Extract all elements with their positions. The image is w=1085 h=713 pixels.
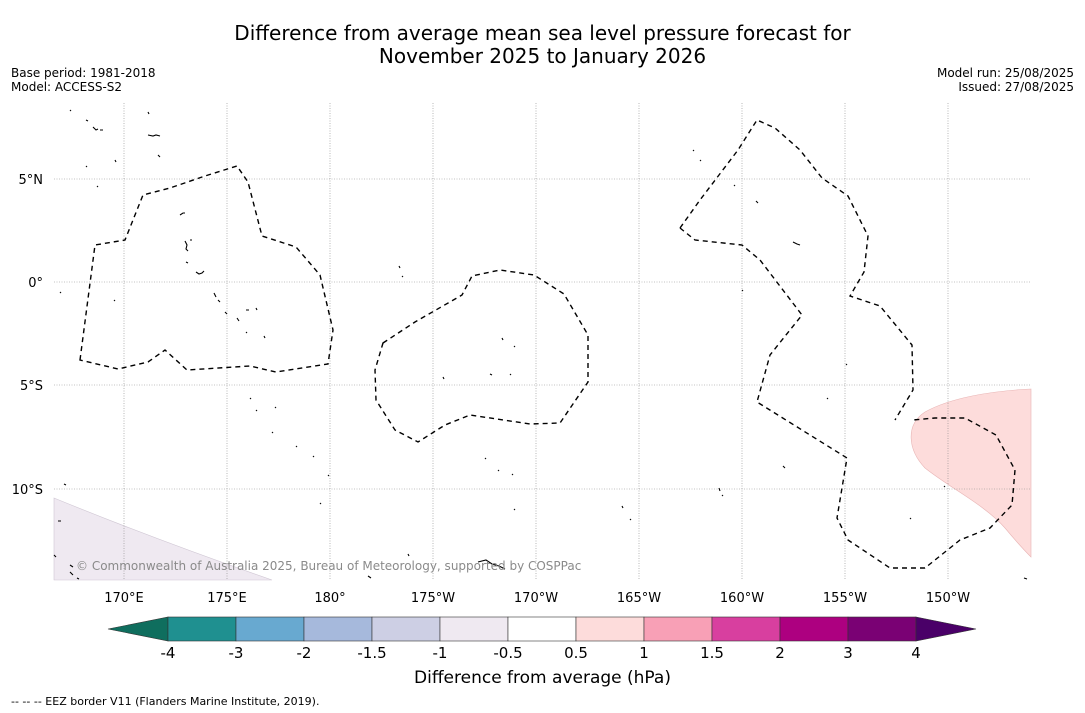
colorbar-bin: [847, 616, 917, 642]
lon-label-165w: 165°W: [617, 591, 661, 606]
colorbar: -4 -3 -2 -1.5 -1 -0.5 0.5 1 1.5 2 3 4: [107, 616, 977, 662]
lat-label-0: 0°: [28, 276, 43, 291]
colorbar-tick-label: -4: [161, 644, 176, 662]
colorbar-tick-label: -3: [229, 644, 244, 662]
map-title-line1: Difference from average mean sea level p…: [234, 21, 851, 45]
meta-left: Base period: 1981-2018 Model: ACCESS-S2: [11, 66, 156, 94]
colorbar-tick-label: -1.5: [357, 644, 386, 662]
colorbar-bin: [235, 616, 305, 642]
lon-label-150w: 150°W: [926, 591, 970, 606]
colorbar-bin: [167, 616, 237, 642]
lat-label-10s: 10°S: [12, 483, 43, 498]
gridlines: [54, 103, 1031, 580]
model-run: Model run: 25/08/2025: [936, 66, 1074, 80]
eez-border-central: [374, 269, 589, 443]
colorbar-tick-label: 3: [843, 644, 853, 662]
map-title: Difference from average mean sea level p…: [0, 22, 1085, 68]
lat-label-5n: 5°N: [19, 173, 44, 188]
colorbar-tick-label: -0.5: [493, 644, 522, 662]
lon-label-175w: 175°W: [411, 591, 455, 606]
eez-border-west: [79, 165, 334, 373]
colorbar-tick-label: -2: [297, 644, 312, 662]
lon-label-180: 180°: [314, 591, 345, 606]
eez-border-southeast: [679, 227, 1016, 569]
colorbar-extend-high: [915, 616, 977, 642]
lon-label-175e: 175°E: [207, 591, 247, 606]
lon-label-160w: 160°W: [720, 591, 764, 606]
colorbar-bin: [575, 616, 645, 642]
lon-label-170w: 170°W: [514, 591, 558, 606]
eez-border-east: [679, 119, 914, 421]
shaded-region-positive: [910, 388, 1032, 558]
footer-note: -- -- -- EEZ border V11 (Flanders Marine…: [11, 695, 320, 708]
copyright-notice: © Commonwealth of Australia 2025, Bureau…: [76, 559, 581, 573]
issued-date: Issued: 27/08/2025: [958, 80, 1074, 94]
colorbar-bin: [303, 616, 373, 642]
colorbar-tick-label: -1: [433, 644, 448, 662]
colorbar-tick-label: 0.5: [564, 644, 588, 662]
lon-label-155w: 155°W: [823, 591, 867, 606]
colorbar-bin: [439, 616, 509, 642]
colorbar-extend-low: [107, 616, 169, 642]
shaded-region-negative: [53, 497, 273, 581]
map-title-line2: November 2025 to January 2026: [378, 44, 707, 68]
colorbar-bin: [371, 616, 441, 642]
colorbar-tick-label: 4: [911, 644, 921, 662]
lon-label-170e: 170°E: [104, 591, 144, 606]
colorbar-bin: [779, 616, 849, 642]
colorbar-tick-label: 1: [639, 644, 649, 662]
meta-right: Model run: 25/08/2025 Issued: 27/08/2025: [937, 66, 1074, 94]
colorbar-bin: [507, 616, 577, 642]
base-period: Base period: 1981-2018: [11, 66, 156, 80]
lat-label-5s: 5°S: [20, 379, 43, 394]
colorbar-bin: [643, 616, 713, 642]
colorbar-tick-label: 2: [775, 644, 785, 662]
colorbar-title: Difference from average (hPa): [414, 668, 671, 688]
model-name: Model: ACCESS-S2: [11, 80, 123, 94]
islands: [53, 109, 1028, 580]
colorbar-tick-label: 1.5: [700, 644, 724, 662]
colorbar-bin: [711, 616, 781, 642]
